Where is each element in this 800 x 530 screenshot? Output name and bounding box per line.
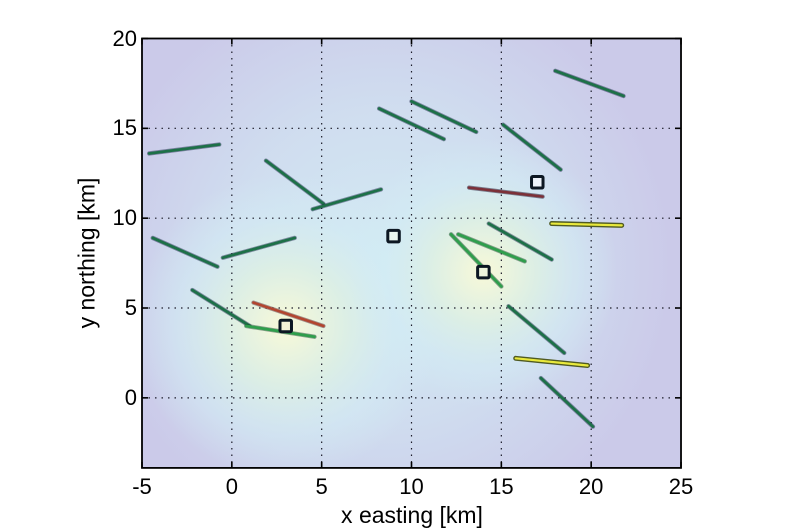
axes-box [141, 37, 682, 469]
y-tick-label: 15 [112, 115, 137, 141]
segment [151, 236, 219, 269]
segment [487, 222, 554, 261]
segment [377, 107, 446, 141]
density-background [142, 38, 682, 468]
y-tick-label: 10 [112, 205, 137, 231]
segment [507, 304, 566, 355]
y-axis-title: y northing [km] [73, 177, 100, 329]
segment [410, 99, 478, 134]
x-tick-label: 10 [399, 474, 424, 499]
segment [467, 186, 544, 198]
y-tick-label: 0 [124, 384, 137, 410]
marker-square [530, 174, 545, 190]
x-tick-label: -5 [132, 474, 152, 499]
segment [264, 159, 325, 206]
x-tick-label: 25 [668, 474, 694, 499]
x-tick-label: 20 [578, 474, 604, 499]
marker-square [386, 228, 401, 244]
x-tick-label: 0 [225, 474, 238, 499]
segment [501, 123, 563, 172]
segment [190, 288, 252, 328]
segment [550, 222, 623, 227]
x-tick-label: 15 [489, 474, 514, 499]
segment [456, 232, 527, 263]
segment [449, 232, 503, 288]
segment [311, 188, 383, 211]
segment [221, 236, 297, 260]
segment [553, 69, 625, 98]
grid [142, 38, 682, 468]
emitter-markers [278, 174, 545, 334]
marker-square [476, 264, 491, 280]
segment [252, 301, 325, 328]
y-tick-label: 20 [112, 25, 137, 51]
line-segments [146, 68, 626, 429]
x-tick-label: 5 [315, 474, 328, 499]
segment [539, 376, 595, 428]
segment [147, 143, 221, 155]
y-tick-label: 5 [124, 295, 137, 320]
x-axis-title: x easting [km] [341, 502, 483, 528]
segment [514, 357, 589, 367]
marker-square [278, 318, 293, 334]
